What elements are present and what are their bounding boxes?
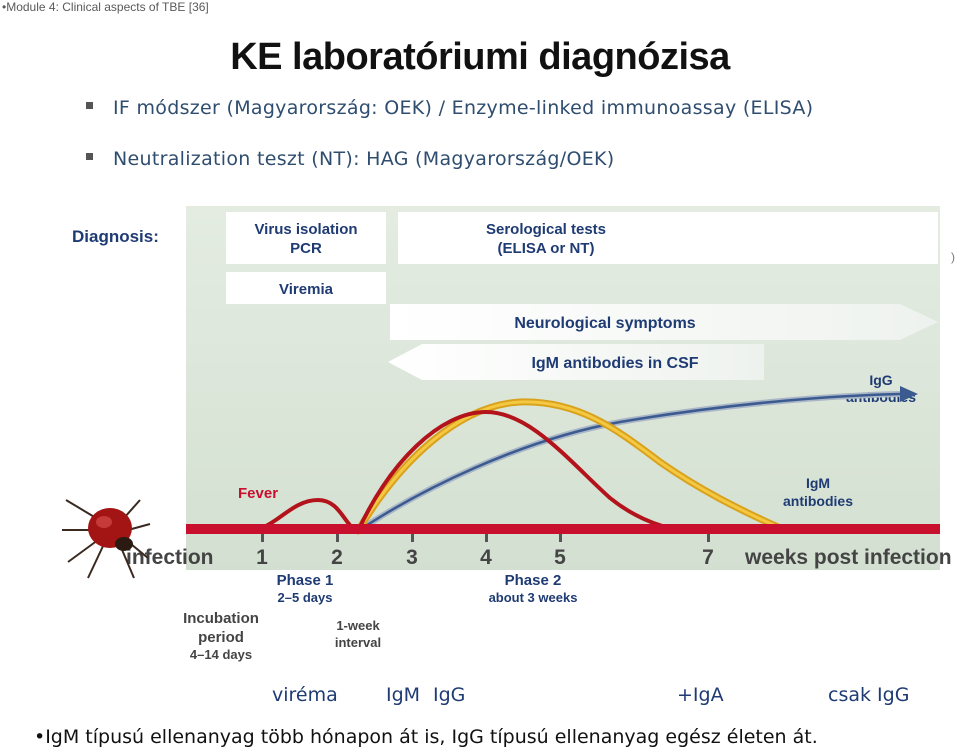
neurological-symptoms-label: Neurological symptoms [514, 315, 695, 332]
tick-mark [707, 534, 710, 542]
pcr-label: PCR [290, 240, 322, 257]
virus-isolation-box [226, 212, 386, 264]
bullet-square-icon [86, 102, 93, 109]
bullet-item-nt: Neutralization teszt (NT): HAG (Magyaror… [86, 148, 615, 170]
igm-csf-arrow [388, 344, 764, 380]
igm-antibodies-label-2: antibodies [783, 493, 853, 509]
axis-ticks [261, 534, 710, 542]
serological-tests-box [398, 212, 938, 264]
igm-caption: IgM [386, 684, 421, 706]
viremia-box [226, 272, 386, 304]
phase2-duration: about 3 weeks [489, 590, 578, 605]
chart-panel [186, 206, 940, 570]
footer-note: •IgM típusú ellenanyag több hónapon át i… [34, 726, 818, 748]
neurological-curve [356, 409, 692, 533]
iga-caption: +IgA [677, 684, 724, 706]
tick-label: 2 [331, 546, 343, 569]
serological-tests-label: Serological tests [486, 221, 606, 238]
igg-arrowhead [900, 386, 918, 402]
tick-mark [485, 534, 488, 542]
phase2-label: Phase 2 [505, 572, 562, 589]
incubation-label-2: period [198, 629, 244, 646]
tick-label: 7 [702, 546, 714, 569]
viremia-label: Viremia [279, 281, 334, 298]
tick-mark [559, 534, 562, 542]
time-axis-bar [186, 524, 940, 534]
incubation-label-1: Incubation [183, 610, 259, 627]
tick-mark [411, 534, 414, 542]
virus-isolation-label: Virus isolation [254, 221, 357, 238]
incubation-duration: 4–14 days [190, 647, 252, 662]
infection-label: infection [126, 546, 214, 569]
elisa-nt-label: (ELISA or NT) [498, 240, 595, 257]
igm-curve-core [356, 400, 780, 533]
phase1-label: Phase 1 [277, 572, 334, 589]
igg-caption: IgG [433, 684, 466, 706]
igm-antibodies-label-1: IgM [806, 475, 830, 491]
fever-label: Fever [238, 485, 278, 502]
tbe-timeline-figure: Diagnosis: Virus isolation PCR Serologic… [0, 200, 960, 670]
weeks-post-infection-label: weeks post infection [744, 546, 952, 569]
tick-mark [261, 534, 264, 542]
only-igg-caption: csak IgG [828, 684, 910, 706]
tick-label: 1 [256, 546, 268, 569]
bullet-text: IF módszer (Magyarország: OEK) / Enzyme-… [113, 97, 814, 119]
igg-curve-core [356, 392, 902, 533]
neurological-symptoms-arrow [390, 304, 938, 340]
tick-insect-icon [62, 499, 151, 579]
phase1-duration: 2–5 days [278, 590, 333, 605]
tick-label: 4 [480, 546, 492, 569]
bullet-square-icon [86, 153, 93, 160]
interval-label-2: interval [335, 635, 381, 650]
stray-mark: ) [951, 250, 955, 264]
viremia-caption: viréma [272, 684, 338, 706]
igm-csf-label: IgM antibodies in CSF [531, 355, 698, 372]
diagnosis-label: Diagnosis: [72, 227, 159, 246]
igg-antibodies-label-1: IgG [869, 372, 892, 388]
interval-label-1: 1-week [336, 618, 380, 633]
bullet-text: Neutralization teszt (NT): HAG (Magyaror… [113, 148, 615, 170]
page-title: KE laboratóriumi diagnózisa [230, 36, 730, 78]
tick-mark [336, 534, 339, 542]
module-header-note: •Module 4: Clinical aspects of TBE [36] [2, 0, 209, 14]
bullet-item-elisa: IF módszer (Magyarország: OEK) / Enzyme-… [86, 97, 813, 119]
tick-label: 3 [406, 546, 418, 569]
tick-label: 5 [554, 546, 566, 569]
